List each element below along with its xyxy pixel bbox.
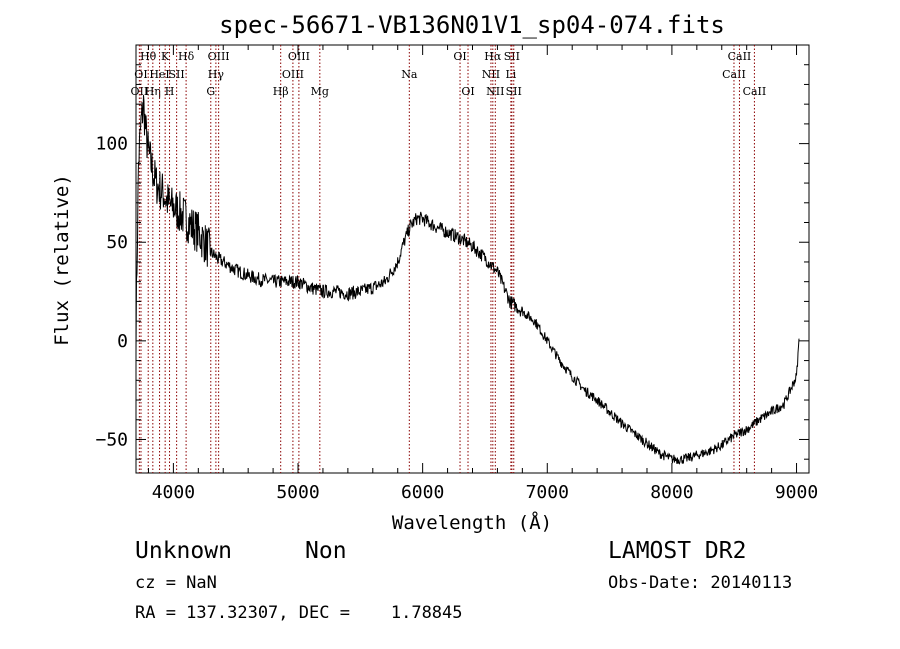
spectral-line-label: Mg [311,85,329,98]
coordinates: RA = 137.32307, DEC = 1.78845 [135,603,463,623]
spectral-line-label: Li [505,68,516,81]
y-tick-label: −50 [95,429,128,450]
spectral-line-label: SII [504,50,520,63]
series-layer [135,95,800,465]
y-tick-label: 100 [95,134,128,155]
spectral-line-label: CaII [743,85,767,98]
x-tick-label: 8000 [650,482,693,503]
spectral-line-label: OIII [282,68,304,81]
redshift-cz: cz = NaN [135,573,217,593]
x-tick-label: 7000 [526,482,569,503]
spectral-line-label: Hδ [178,50,195,63]
object-class: Unknown [135,538,232,564]
x-tick-label: 5000 [276,482,319,503]
spectral-line-label: Hθ [140,50,157,63]
spectral-line-label: H [165,85,175,98]
x-tick-label: 6000 [401,482,444,503]
spectral-line-label: OIII [288,50,310,63]
survey-name: LAMOST DR2 [608,538,747,564]
spectral-line-label: Hη [145,85,161,98]
spectral-line-label: Hα [484,50,502,63]
spectral-line-label: SII [506,85,522,98]
spectral-line-label: CaII [728,50,752,63]
y-tick-label: 50 [106,232,128,253]
chart-title: spec-56671-VB136N01V1_sp04-074.fits [219,11,725,39]
spectral-line-label: SII [169,68,185,81]
spectral-line-label: Hβ [273,85,289,98]
spectral-line-label: OI [461,85,474,98]
plot-frame [135,44,810,474]
spectral-line-label: OII [131,85,149,98]
x-tick-label: 9000 [775,482,818,503]
spectral-line-label: OI [453,50,466,63]
spectral-line-label: K [161,50,170,63]
x-axis-label: Wavelength (Å) [392,511,552,534]
spectral-line-label: Hγ [208,68,225,81]
spectrum-line [135,95,800,465]
line-markers: Hθ OII OI Hη HeI K H SII Hδ G Hγ OIII Hβ OIII OIII Mg Na… [131,45,767,473]
spectral-line-label: OI [134,68,147,81]
spectral-line-label: NII [482,68,500,81]
spectral-line-label: Na [401,68,418,81]
x-tick-label: 4000 [152,482,195,503]
spectral-line-label: G [206,85,215,98]
obs-date: Obs-Date: 20140113 [608,573,793,593]
object-subclass: Non [305,538,347,564]
axis-ticks: 4000 5000 6000 7000 8000 9000 −50 0 50 100 [95,45,818,503]
spectral-line-label: CaII [722,68,746,81]
spectral-line-label: NII [486,85,504,98]
y-axis-label: Flux (relative) [51,174,73,346]
spectral-line-label: HeI [149,68,169,81]
spectral-line-label: OIII [208,50,230,63]
y-tick-label: 0 [117,331,128,352]
